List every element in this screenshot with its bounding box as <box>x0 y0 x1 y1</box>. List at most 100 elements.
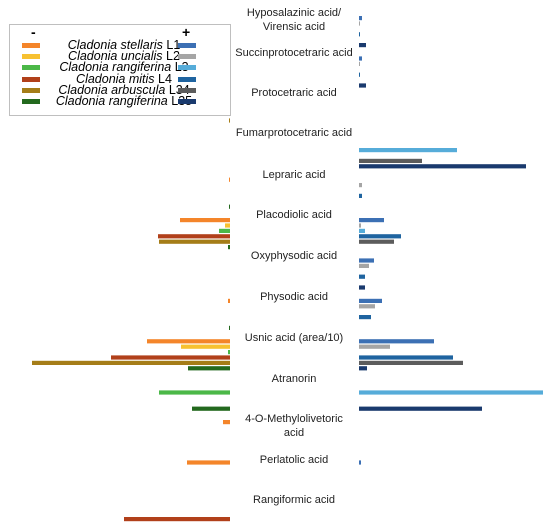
bar-positive <box>359 228 365 233</box>
legend-entry: Cladonia uncialis L2 <box>10 49 230 64</box>
bar-negative <box>32 360 230 365</box>
legend-entry: Cladonia mitis L4 <box>10 71 230 86</box>
category-label: 4-O-Methylolivetoric acid <box>245 413 343 439</box>
legend-species: Cladonia arbuscula <box>58 82 166 97</box>
category-label: Atranorin <box>271 373 317 385</box>
bar-negative <box>181 344 230 349</box>
bar-positive <box>359 263 369 268</box>
category-label: Hyposalazinic acid/ Virensic acid <box>246 7 342 33</box>
bar-positive <box>359 61 360 66</box>
bar-positive <box>359 43 366 48</box>
bar-negative <box>188 366 230 371</box>
legend-minus-sign: - <box>31 24 36 40</box>
legend-species: Cladonia rangiferina <box>59 60 172 75</box>
bar-positive <box>359 234 401 239</box>
legend-swatch-positive <box>178 76 196 82</box>
category-label: Rangiformic acid <box>253 494 335 506</box>
bar-positive <box>359 274 365 279</box>
bar-positive <box>359 355 453 360</box>
bar-positive <box>359 344 390 349</box>
bar-negative <box>219 228 230 233</box>
legend-species: Cladonia uncialis <box>68 49 163 64</box>
legend-strain: L2 <box>166 49 180 64</box>
bar-negative <box>159 390 230 395</box>
bar-positive <box>359 193 362 198</box>
bar-positive <box>359 406 482 411</box>
bar-positive <box>359 298 382 303</box>
bar-positive <box>359 218 384 223</box>
category-label: Protocetraric acid <box>251 87 337 99</box>
bar-positive <box>359 366 367 371</box>
legend-strain: L4 <box>158 71 172 86</box>
legend-swatch-negative <box>22 43 40 48</box>
legend-strain: L1 <box>166 38 181 52</box>
legend-entry: Cladonia stellaris L1 <box>10 38 230 52</box>
legend-swatch-negative <box>22 87 40 93</box>
bar-negative <box>228 298 230 303</box>
bar-positive <box>359 258 374 263</box>
category-label: Lepraric acid <box>262 169 326 181</box>
bar-negative <box>158 234 230 239</box>
legend-swatch-positive <box>178 54 196 60</box>
bar-positive <box>359 285 365 290</box>
bar-positive <box>359 315 371 320</box>
legend-species: Cladonia stellaris <box>67 38 163 52</box>
category-label: Fumarprotocetraric acid <box>235 127 353 139</box>
category-label: Succinprotocetraric acid <box>235 47 353 59</box>
bar-negative <box>229 177 230 182</box>
legend-label: Cladonia uncialis L2 <box>43 49 205 64</box>
bar-positive <box>359 148 457 153</box>
legend-swatch-negative <box>22 65 40 71</box>
legend: - + Cladonia stellaris L1 Cladonia uncial… <box>9 24 231 116</box>
bar-negative <box>223 420 230 425</box>
bar-negative <box>159 239 230 244</box>
bar-positive <box>359 223 361 228</box>
bar-negative <box>225 223 230 228</box>
bar-positive <box>359 239 394 244</box>
bar-negative <box>228 350 230 355</box>
bar-positive <box>359 460 361 465</box>
legend-label: Cladonia stellaris L1 <box>43 38 205 52</box>
bar-positive <box>359 390 543 395</box>
bar-positive <box>359 16 362 21</box>
legend-swatch-positive <box>178 99 196 104</box>
legend-entry: Cladonia arbuscula L34 <box>10 82 230 97</box>
bar-negative <box>229 204 230 209</box>
bar-negative <box>180 218 230 223</box>
bar-positive <box>359 72 360 77</box>
legend-entry: Cladonia rangiferina L35 <box>10 94 230 108</box>
legend-swatch-positive <box>178 87 196 93</box>
bar-positive <box>359 360 463 365</box>
bar-positive <box>359 32 360 37</box>
bar-negative <box>147 339 230 344</box>
bar-positive <box>359 339 434 344</box>
bar-positive <box>359 183 362 188</box>
legend-swatch-negative <box>22 54 40 60</box>
bar-positive <box>359 304 375 309</box>
legend-entry: Cladonia rangiferina L3 <box>10 60 230 75</box>
bar-negative <box>111 355 230 360</box>
category-label: Physodic acid <box>260 291 328 303</box>
legend-swatch-positive <box>178 65 196 71</box>
bar-negative <box>229 118 230 123</box>
legend-swatch-negative <box>22 76 40 82</box>
bar-negative <box>228 245 230 250</box>
legend-swatch-negative <box>22 99 40 104</box>
legend-species: Cladonia rangiferina <box>55 94 168 108</box>
bar-positive <box>359 56 362 61</box>
bar-negative <box>192 406 230 411</box>
bar-positive <box>359 164 526 169</box>
bar-negative <box>187 460 230 465</box>
legend-swatch-positive <box>178 43 196 48</box>
category-label: Oxyphysodic acid <box>250 250 338 262</box>
category-label: Placodiolic acid <box>256 209 332 221</box>
bar-positive <box>359 21 360 26</box>
bar-negative <box>229 325 230 330</box>
bar-negative <box>124 517 230 522</box>
category-label: Perlatolic acid <box>259 454 329 466</box>
category-label: Usnic acid (area/10) <box>244 332 344 344</box>
bar-positive <box>359 158 422 163</box>
legend-label: Cladonia mitis L4 <box>43 71 205 86</box>
bar-positive <box>359 83 366 88</box>
